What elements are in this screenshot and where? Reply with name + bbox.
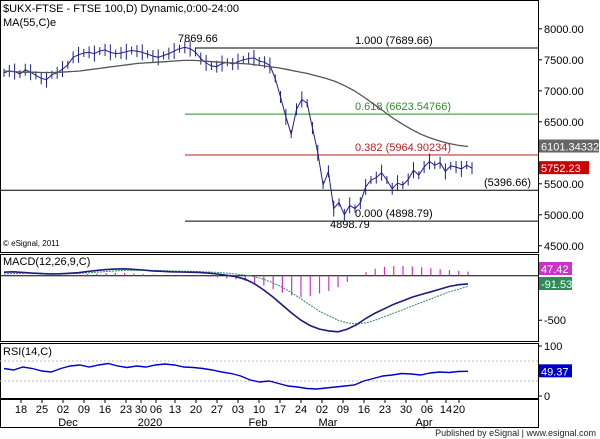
- ma-last-value-label: 6101.34332: [541, 142, 599, 154]
- x-tick-label: 25: [36, 404, 48, 416]
- x-tick-label: 23: [379, 404, 391, 416]
- ma-line: [3, 59, 469, 148]
- macd-signal-last-label: -91.53: [541, 279, 572, 291]
- x-tick-label: 16: [358, 404, 370, 416]
- x-month-label: Apr: [415, 417, 432, 429]
- x-month-label: Dec: [58, 417, 78, 429]
- fib-label-0618: 0.618 (6623.54766): [355, 101, 451, 113]
- ma-legend: MA(55,C)e: [3, 17, 56, 29]
- rsi-y-tick-label: 100: [544, 341, 562, 353]
- rsi-last-value-label: 49.37: [541, 366, 569, 378]
- macd-signal-line: [3, 269, 469, 325]
- x-tick-label: 16: [99, 404, 111, 416]
- low-annotation: 4898.79: [330, 219, 370, 231]
- price-last-value-badge: [539, 161, 589, 175]
- x-tick-label: 02: [316, 404, 328, 416]
- x-tick-label: 14: [440, 404, 452, 416]
- x-tick-label: 06: [150, 404, 162, 416]
- ma-last-value-badge: [539, 139, 599, 153]
- footer-credit: Published by eSignal | www.esignal.com: [435, 428, 596, 438]
- x-tick-label: 30: [400, 404, 412, 416]
- copyright-note: © eSignal, 2011: [3, 239, 60, 248]
- price-y-tick-label: 7500.00: [544, 55, 584, 67]
- x-month-label: Mar: [319, 417, 338, 429]
- macd-signal-last-badge: [539, 277, 572, 290]
- x-tick-label: 13: [169, 404, 181, 416]
- x-month-label: 2020: [138, 417, 162, 429]
- rsi-y-tick-label: 0: [544, 391, 550, 403]
- x-tick-label: 09: [337, 404, 349, 416]
- x-tick-label: 30: [135, 404, 147, 416]
- x-tick-label: 10: [253, 404, 265, 416]
- x-tick-label: 09: [78, 404, 90, 416]
- x-tick-label: 03: [232, 404, 244, 416]
- price-last-value-label: 5752.23: [541, 163, 581, 175]
- macd-y-tick-label: -500: [544, 315, 566, 327]
- rsi-last-value-badge: [539, 364, 572, 378]
- x-tick-label: 20: [190, 404, 202, 416]
- price-y-tick-label: 5500.00: [544, 179, 584, 191]
- macd-pane-frame: [0, 254, 539, 342]
- macd-hist-last-badge: [539, 262, 572, 275]
- macd-line: [3, 267, 469, 333]
- x-tick-label: 27: [211, 404, 223, 416]
- time-axis-frame: [0, 399, 539, 428]
- x-tick-label: 06: [421, 404, 433, 416]
- x-tick-label: 24: [295, 404, 307, 416]
- price-pane-frame: [0, 0, 539, 253]
- price-y-tick-label: 6500.00: [544, 117, 584, 129]
- x-tick-label: 18: [15, 404, 27, 416]
- x-month-label: Feb: [249, 417, 268, 429]
- rsi-line: [3, 362, 469, 390]
- price-y-tick-label: 7000.00: [544, 86, 584, 98]
- high-annotation: 7869.66: [178, 33, 218, 45]
- level-label-5396: (5396.66): [484, 177, 531, 189]
- x-tick-label: 17: [274, 404, 286, 416]
- fib-label-0000: 0.000 (4898.79): [355, 208, 433, 220]
- price-y-tick-label: 4500.00: [544, 241, 584, 253]
- x-tick-label: 20: [453, 404, 465, 416]
- x-tick-label: 23: [120, 404, 132, 416]
- fib-label-0382: 0.382 (5964.90234): [355, 142, 451, 154]
- macd-hist-last-label: 47.42: [541, 264, 569, 276]
- x-tick-label: 02: [57, 404, 69, 416]
- rsi-legend: RSI(14,C): [3, 346, 52, 358]
- fib-label-1000: 1.000 (7689.66): [355, 35, 433, 47]
- macd-legend: MACD(12,26,9,C): [3, 256, 90, 268]
- price-y-tick-label: 8000.00: [544, 24, 584, 36]
- price-y-tick-label: 5000.00: [544, 210, 584, 222]
- chart-title: $UKX-FTSE - FTSE 100,D) Dynamic,0:00-24:…: [3, 3, 239, 15]
